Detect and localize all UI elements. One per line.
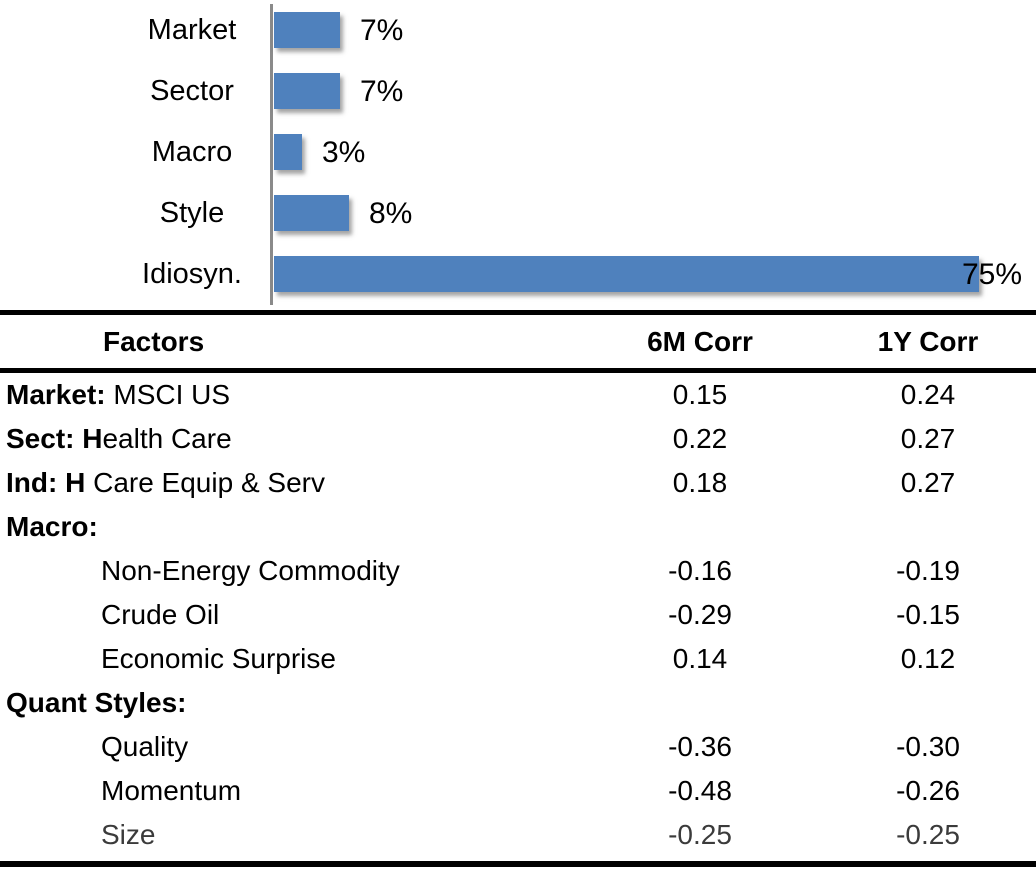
corr-1y-cell: -0.30 <box>896 731 960 762</box>
corr-6m-cell: -0.36 <box>668 731 732 762</box>
corr-6m-cell: 0.15 <box>672 379 728 410</box>
bar-row: Macro 3% <box>0 134 1036 171</box>
factor-cell: Momentum <box>101 775 242 806</box>
factor-cell: Ind: H Care Equip & Serv <box>6 467 325 498</box>
table-row: Crude Oil -0.29 -0.15 <box>0 593 1036 637</box>
bar-row: Market 7% <box>0 12 1036 49</box>
corr-6m-cell: -0.25 <box>668 819 732 850</box>
factor-cell: Macro: <box>0 511 580 543</box>
factor-bold-prefix: Quant Styles: <box>6 687 187 718</box>
factor-cell: Size <box>101 819 156 850</box>
corr-6m-column-header: 6M Corr <box>647 325 753 357</box>
factor-bold-prefix: Market: <box>6 379 106 410</box>
corr-6m-cell: 0.22 <box>672 423 728 454</box>
bar-row: Style 8% <box>0 195 1036 232</box>
chart-axis-line <box>270 4 273 305</box>
bar <box>274 134 302 170</box>
bar <box>274 195 349 231</box>
bar <box>274 73 340 109</box>
bar-value-label: 8% <box>369 197 413 230</box>
bar-category-label: Sector <box>150 75 234 107</box>
corr-1y-cell: -0.25 <box>896 819 960 850</box>
bar-value-label: 7% <box>360 14 404 47</box>
factor-cell: Market: MSCI US <box>6 379 231 410</box>
bar <box>274 12 340 48</box>
factor-cell: Sect: Health Care <box>6 423 232 454</box>
table-row: Quality -0.36 -0.30 <box>0 725 1036 769</box>
corr-6m-cell: -0.48 <box>668 775 732 806</box>
bar <box>274 256 979 292</box>
bar-value-label: 3% <box>322 136 366 169</box>
bar-value-label: 7% <box>360 75 404 108</box>
corr-1y-cell: -0.19 <box>896 555 960 586</box>
table-row: Quant Styles: <box>0 681 1036 725</box>
corr-1y-cell: -0.15 <box>896 599 960 630</box>
table-row: Macro: <box>0 505 1036 549</box>
factor-cell: Non-Energy Commodity <box>101 555 400 586</box>
factor-cell: Crude Oil <box>101 599 220 630</box>
table-row: Momentum -0.48 -0.26 <box>0 769 1036 813</box>
corr-1y-column-header: 1Y Corr <box>877 325 979 357</box>
bar-row: Sector 7% <box>0 73 1036 110</box>
table-row: Market: MSCI US 0.15 0.24 <box>0 373 1036 417</box>
table-header-row: Factors 6M Corr 1Y Corr <box>0 315 1036 368</box>
table-row: Ind: H Care Equip & Serv 0.18 0.27 <box>0 461 1036 505</box>
corr-6m-cell: -0.29 <box>668 599 732 630</box>
table-row: Sect: Health Care 0.22 0.27 <box>0 417 1036 461</box>
corr-1y-cell: 0.27 <box>900 467 956 498</box>
table-header-rule <box>0 368 1036 373</box>
factor-bold-prefix: Macro: <box>6 511 98 542</box>
bar-category-label: Idiosyn. <box>142 258 242 290</box>
corr-1y-cell: 0.24 <box>900 379 956 410</box>
bar-category-label: Macro <box>151 136 233 168</box>
corr-1y-cell: 0.12 <box>900 643 956 674</box>
factor-bold-prefix: Sect: H <box>6 423 103 454</box>
bar-category-label: Market <box>147 14 237 46</box>
table-bottom-rule <box>0 861 1036 867</box>
table-row: Non-Energy Commodity -0.16 -0.19 <box>0 549 1036 593</box>
factors-column-header: Factors <box>103 325 205 357</box>
table-row: Size -0.25 -0.25 <box>0 813 1036 857</box>
table-top-rule <box>0 310 1036 315</box>
corr-1y-cell: -0.26 <box>896 775 960 806</box>
bar-row: Idiosyn. 75% <box>0 256 1036 293</box>
risk-decomposition-bar-chart: Market 7% Sector 7% Macro 3% Style 8% Idiosyn. 75… <box>0 0 1036 308</box>
factor-bold-prefix: Ind: H <box>6 467 86 498</box>
bar-value-label: 75% <box>961 258 1022 291</box>
corr-6m-cell: -0.16 <box>668 555 732 586</box>
factor-cell: Economic Surprise <box>101 643 336 674</box>
table-row: Economic Surprise 0.14 0.12 <box>0 637 1036 681</box>
corr-6m-cell: 0.18 <box>672 467 728 498</box>
factor-cell: Quality <box>101 731 189 762</box>
corr-6m-cell: 0.14 <box>672 643 728 674</box>
corr-1y-cell: 0.27 <box>900 423 956 454</box>
table-body: Market: MSCI US 0.15 0.24 Sect: Health Care… <box>0 373 1036 857</box>
factor-cell: Quant Styles: <box>0 687 580 719</box>
bar-category-label: Style <box>159 197 225 229</box>
